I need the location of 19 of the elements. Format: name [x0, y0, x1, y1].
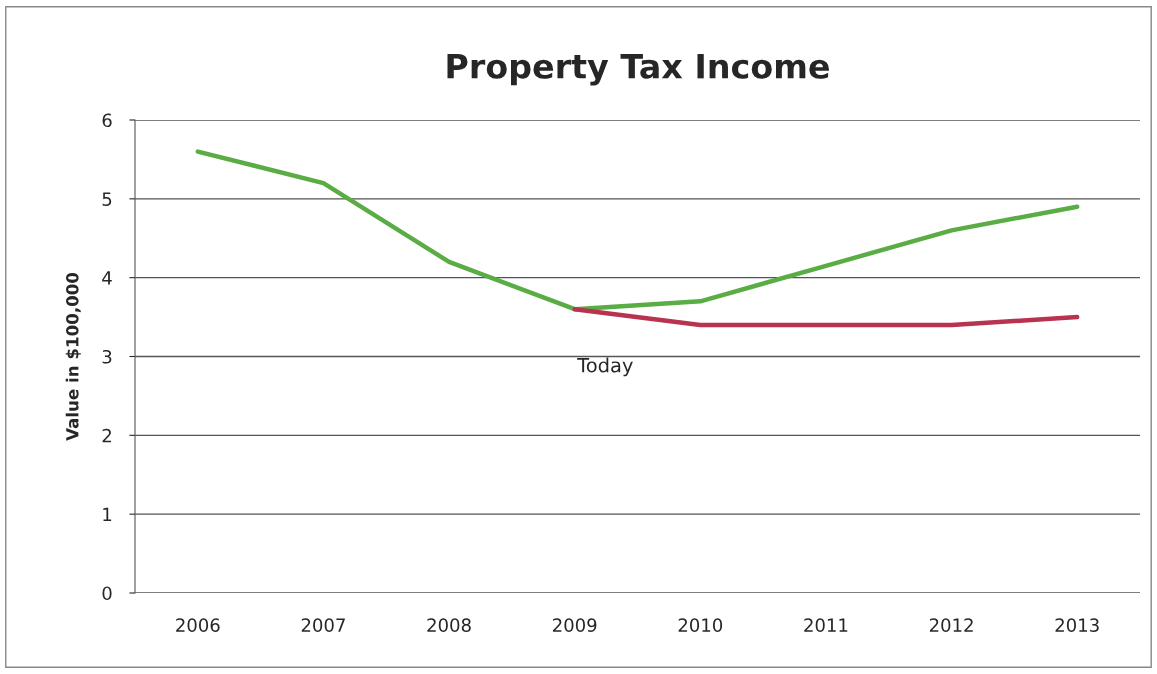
y-tick-label: 0	[102, 586, 112, 601]
y-tick-label: 1	[103, 507, 112, 522]
y-axis-title: Value in $100,000	[65, 272, 81, 441]
line-series	[195, 149, 1080, 312]
x-tick-label: 2008	[427, 618, 471, 632]
x-tick-label: 2006	[176, 618, 220, 632]
x-tick-label: 2011	[804, 618, 848, 632]
chart-title: Property Tax Income	[447, 54, 829, 86]
y-tick-label: 5	[102, 192, 112, 206]
y-tick-label: 2	[102, 428, 111, 443]
y-tick-label: 4	[102, 271, 112, 285]
annotation: Today	[577, 357, 633, 377]
x-tick-label: 2009	[553, 618, 597, 632]
x-tick-label: 2010	[678, 618, 723, 632]
x-tick-label: 2013	[1055, 618, 1099, 632]
x-tick-label: 2007	[301, 618, 345, 632]
y-tick-label: 3	[102, 349, 112, 364]
y-tick-label: 6	[102, 113, 112, 128]
x-tick-label: 2012	[929, 618, 973, 632]
